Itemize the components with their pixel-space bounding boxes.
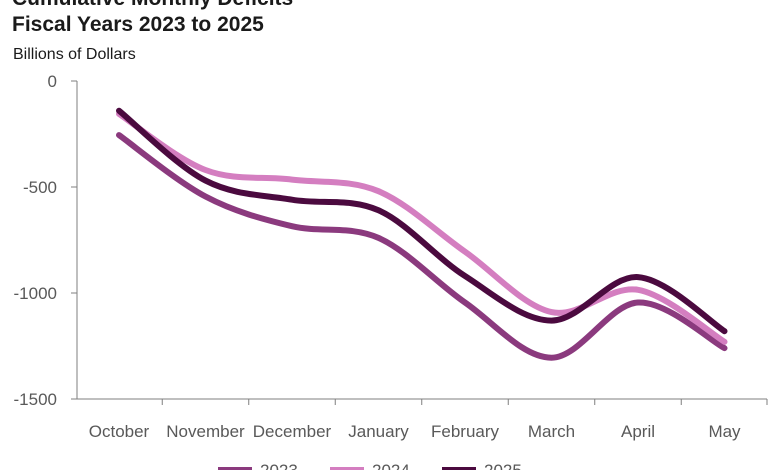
legend: 2023 2024 2025 [218, 461, 522, 470]
chart-title-line-1: Cumulative Monthly Deficits [12, 0, 293, 11]
x-tick-label: December [253, 422, 332, 441]
series-line-2024 [116, 110, 728, 345]
legend-label-2025: 2025 [484, 461, 522, 470]
y-tick-label: -1000 [14, 284, 57, 303]
x-tick-label: November [166, 422, 245, 441]
y-tick-label: 0 [48, 72, 57, 91]
legend-label-2023: 2023 [260, 461, 298, 470]
x-tick-label: February [431, 422, 500, 441]
x-tick-label: May [708, 422, 741, 441]
series-line-2023 [116, 132, 728, 361]
x-tick-label: March [528, 422, 575, 441]
x-tick-label: January [348, 422, 409, 441]
y-axis-ticks: 0 -500 -1000 -1500 [14, 72, 77, 409]
series-line-2025 [116, 107, 728, 335]
series-lines [116, 107, 728, 361]
x-axis-ticks: October November December January February Ma… [89, 399, 768, 441]
y-tick-label: -500 [23, 178, 57, 197]
y-tick-label: -1500 [14, 390, 57, 409]
y-axis-unit-label: Billions of Dollars [13, 46, 136, 63]
x-tick-label: October [89, 422, 150, 441]
legend-label-2024: 2024 [372, 461, 410, 470]
x-tick-label: April [621, 422, 655, 441]
chart-title-line-2: Fiscal Years 2023 to 2025 [12, 13, 264, 36]
